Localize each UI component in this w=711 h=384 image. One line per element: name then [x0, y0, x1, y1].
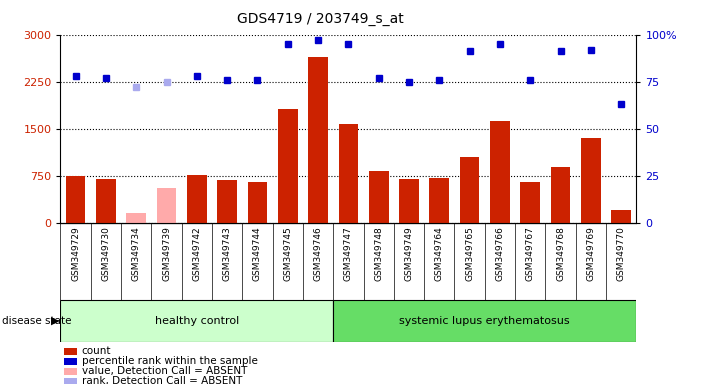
- Text: GSM349743: GSM349743: [223, 227, 232, 281]
- Text: GSM349742: GSM349742: [193, 227, 201, 281]
- Bar: [333, 300, 636, 342]
- Bar: [399, 179, 419, 223]
- Text: disease state: disease state: [2, 316, 72, 326]
- Text: GSM349767: GSM349767: [525, 227, 535, 281]
- Text: GSM349729: GSM349729: [71, 227, 80, 281]
- Text: GSM349768: GSM349768: [556, 227, 565, 281]
- Bar: [551, 167, 570, 223]
- Text: GSM349739: GSM349739: [162, 227, 171, 281]
- Bar: [581, 138, 601, 223]
- Text: GSM349734: GSM349734: [132, 227, 141, 281]
- Bar: [247, 182, 267, 223]
- Bar: [278, 109, 298, 223]
- Bar: [127, 213, 146, 223]
- Text: value, Detection Call = ABSENT: value, Detection Call = ABSENT: [82, 366, 247, 376]
- Text: GDS4719 / 203749_s_at: GDS4719 / 203749_s_at: [237, 12, 403, 25]
- Text: percentile rank within the sample: percentile rank within the sample: [82, 356, 257, 366]
- Text: GSM349770: GSM349770: [616, 227, 626, 281]
- Text: rank, Detection Call = ABSENT: rank, Detection Call = ABSENT: [82, 376, 242, 384]
- Text: count: count: [82, 346, 111, 356]
- Text: GSM349766: GSM349766: [496, 227, 504, 281]
- Bar: [187, 175, 207, 223]
- Text: ▶: ▶: [51, 316, 60, 326]
- Text: GSM349730: GSM349730: [102, 227, 110, 281]
- Text: GSM349765: GSM349765: [465, 227, 474, 281]
- Text: GSM349747: GSM349747: [344, 227, 353, 281]
- Bar: [309, 56, 328, 223]
- Bar: [369, 171, 388, 223]
- Text: GSM349769: GSM349769: [587, 227, 595, 281]
- Bar: [611, 210, 631, 223]
- Bar: [218, 180, 237, 223]
- Bar: [338, 124, 358, 223]
- Bar: [156, 188, 176, 223]
- Bar: [490, 121, 510, 223]
- Text: GSM349744: GSM349744: [253, 227, 262, 281]
- Bar: [60, 300, 333, 342]
- Bar: [520, 182, 540, 223]
- Bar: [96, 179, 116, 223]
- Text: GSM349764: GSM349764: [435, 227, 444, 281]
- Bar: [429, 177, 449, 223]
- Text: GSM349746: GSM349746: [314, 227, 323, 281]
- Bar: [65, 176, 85, 223]
- Text: healthy control: healthy control: [155, 316, 239, 326]
- Text: GSM349748: GSM349748: [374, 227, 383, 281]
- Text: GSM349749: GSM349749: [405, 227, 414, 281]
- Bar: [460, 157, 479, 223]
- Text: GSM349745: GSM349745: [283, 227, 292, 281]
- Text: systemic lupus erythematosus: systemic lupus erythematosus: [400, 316, 570, 326]
